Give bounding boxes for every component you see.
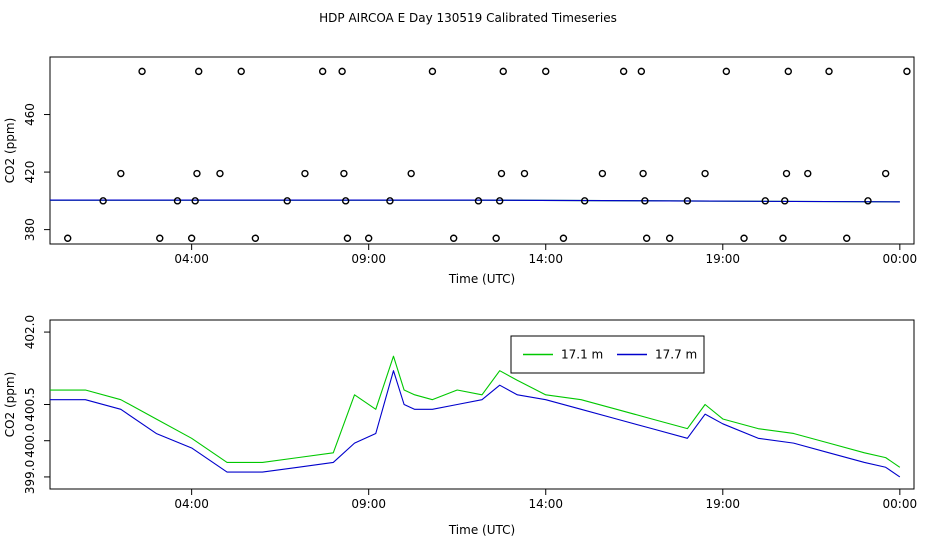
reference-point xyxy=(497,169,506,178)
x-tick-label: 14:00 xyxy=(528,252,563,266)
chart-title: HDP AIRCOA E Day 130519 Calibrated Times… xyxy=(319,11,617,25)
reference-point xyxy=(117,169,125,178)
reference-point xyxy=(520,169,529,178)
reference-point xyxy=(701,169,709,178)
reference-point xyxy=(639,169,647,178)
reference-point xyxy=(903,67,911,76)
x-axis-label: Time (UTC) xyxy=(448,523,515,537)
reference-point xyxy=(784,67,792,76)
plot-frame xyxy=(49,56,915,245)
reference-point xyxy=(881,169,890,178)
x-tick-label: 14:00 xyxy=(528,497,563,511)
x-tick-label: 00:00 xyxy=(883,497,918,511)
reference-point xyxy=(386,197,394,205)
reference-point xyxy=(683,197,692,205)
reference-point xyxy=(301,169,309,178)
reference-point xyxy=(740,234,748,242)
x-tick-label: 00:00 xyxy=(883,252,918,266)
reference-point xyxy=(407,169,415,178)
reference-point xyxy=(173,197,182,205)
reference-point xyxy=(781,197,789,205)
reference-point xyxy=(474,197,483,205)
y-tick-label: 420 xyxy=(23,161,37,184)
reference-point xyxy=(191,197,199,205)
reference-point xyxy=(843,234,851,242)
series-line-17-7-m xyxy=(50,370,901,478)
reference-point xyxy=(156,234,164,242)
reference-point xyxy=(665,234,674,242)
reference-point xyxy=(318,67,327,76)
reference-point xyxy=(825,67,833,76)
reference-point xyxy=(492,234,500,242)
reference-point xyxy=(496,197,504,205)
x-tick-label: 04:00 xyxy=(174,252,209,266)
reference-point xyxy=(804,169,812,178)
reference-point xyxy=(283,197,291,205)
reference-point xyxy=(782,169,791,178)
reference-point xyxy=(580,197,589,205)
x-tick-label: 19:00 xyxy=(705,252,740,266)
reference-point xyxy=(499,67,507,76)
reference-point xyxy=(637,67,646,76)
reference-point xyxy=(449,234,458,242)
reference-point xyxy=(216,169,224,178)
reference-point xyxy=(338,67,346,76)
y-tick-label: 400.0 xyxy=(23,424,37,458)
legend-label: 17.7 m xyxy=(655,348,697,362)
reference-point xyxy=(341,197,350,205)
reference-point xyxy=(251,234,260,242)
reference-point xyxy=(722,67,731,76)
x-tick-label: 09:00 xyxy=(351,497,386,511)
reference-point xyxy=(598,169,607,178)
reference-point xyxy=(642,234,651,242)
y-tick-label: 380 xyxy=(23,218,37,241)
reference-point xyxy=(864,197,872,205)
reference-point xyxy=(542,67,550,76)
reference-point xyxy=(559,234,568,242)
reference-point xyxy=(779,234,787,242)
top-panel: 04:00 09:00 14:00 19:00 00:00 Time (UTC) 380 42… xyxy=(3,56,918,286)
reference-point xyxy=(99,197,107,205)
x-tick-label: 19:00 xyxy=(705,497,740,511)
x-tick-label: 04:00 xyxy=(174,497,209,511)
reference-point xyxy=(340,169,348,178)
y-axis-label: CO2 (ppm) xyxy=(3,372,17,438)
reference-point xyxy=(343,234,352,242)
reference-point xyxy=(195,67,203,76)
reference-point xyxy=(641,197,649,205)
series-line-17-1-m xyxy=(50,355,901,468)
reference-point xyxy=(187,234,196,242)
reference-point xyxy=(64,234,72,242)
x-axis-label: Time (UTC) xyxy=(448,272,515,286)
reference-point xyxy=(364,234,373,242)
legend-label: 17.1 m xyxy=(561,348,603,362)
reference-point xyxy=(138,67,146,76)
y-axis-label: CO2 (ppm) xyxy=(3,118,17,184)
y-tick-label: 400.5 xyxy=(23,387,37,421)
reference-point xyxy=(761,197,769,205)
reference-point xyxy=(619,67,628,76)
y-tick-label: 402.0 xyxy=(23,315,37,349)
reference-point xyxy=(237,67,245,76)
reference-point xyxy=(428,67,437,76)
y-tick-label: 460 xyxy=(23,103,37,126)
bottom-panel: 04:00 09:00 14:00 19:00 00:00 Time (UTC) 399.0… xyxy=(3,315,917,537)
y-tick-label: 399.0 xyxy=(23,460,37,494)
plot-frame xyxy=(49,319,915,490)
reference-point xyxy=(193,169,201,178)
x-tick-label: 09:00 xyxy=(351,252,386,266)
